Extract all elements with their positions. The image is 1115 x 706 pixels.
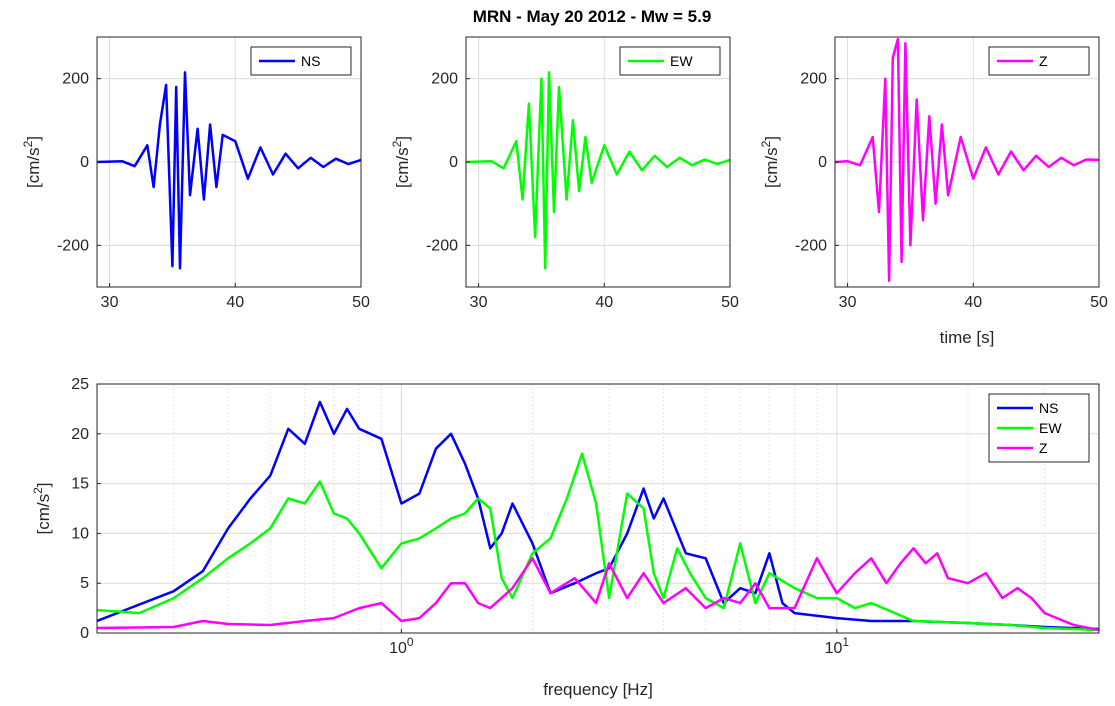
y-tick-label: 25 [71,376,89,393]
series-line-ew [97,452,1099,632]
x-axis-label: time [s] [940,328,995,347]
x-tick-label: 30 [470,294,488,311]
y-tick-label: 5 [80,575,89,592]
legend-label-ew: EW [670,53,693,69]
y-tick-label: 15 [71,476,89,493]
y-axis-label: [cm/s2] [759,136,781,188]
y-tick-label: 0 [80,625,89,642]
y-tick-label: 200 [800,71,827,88]
y-tick-label: 10 [71,525,89,542]
y-tick-label: -200 [795,237,827,254]
y-tick-label: 20 [71,426,89,443]
legend-label-ns: NS [1039,400,1058,416]
legend-label-z: Z [1039,53,1048,69]
x-tick-label: 101 [825,635,850,657]
figure-title: MRN - May 20 2012 - Mw = 5.9 [473,7,712,26]
x-tick-label: 50 [1090,294,1108,311]
legend: NS EW Z [988,393,1090,463]
panel-ew-waveform: 30 40 50 -200 0 200 [cm/s2] EW [390,36,739,311]
series-line-z [835,37,1099,283]
y-tick-label: -200 [57,237,89,254]
axes-frame [96,383,1100,634]
y-tick-label: 0 [818,154,827,171]
panel-z-waveform: 30 40 50 -200 0 200 [cm/s2] time [s] Z [759,36,1108,347]
x-axis-label: frequency [Hz] [543,680,653,699]
series-line-z [97,547,1099,632]
x-tick-label: 30 [101,294,119,311]
y-axis-label: [cm/s2] [21,136,43,188]
x-tick-label: 100 [389,635,414,657]
x-tick-label: 50 [352,294,370,311]
x-tick-label: 50 [721,294,739,311]
panel-ns-waveform: 30 40 50 -200 0 200 [cm/s2] NS [21,36,370,311]
y-tick-label: 0 [80,154,89,171]
x-tick-label: 40 [226,294,244,311]
panel-spectrum: 100 101 0 5 10 15 20 25 [cm/s2] frequency [Hz] NS E… [31,376,1100,699]
series-line-ew [466,71,730,270]
series-line-ns [97,71,361,270]
x-tick-label: 40 [595,294,613,311]
y-axis-label: [cm/s2] [31,482,53,534]
x-tick-label: 30 [839,294,857,311]
legend: Z [988,46,1090,76]
legend: EW [619,46,721,76]
legend: NS [250,46,352,76]
y-tick-label: 200 [62,71,89,88]
y-tick-label: 200 [431,71,458,88]
y-tick-label: 0 [449,154,458,171]
legend-label-ew: EW [1039,420,1062,436]
x-tick-label: 40 [964,294,982,311]
legend-label-ns: NS [301,53,320,69]
legend-label-z: Z [1039,440,1048,456]
y-axis-label: [cm/s2] [390,136,412,188]
y-tick-label: -200 [426,237,458,254]
